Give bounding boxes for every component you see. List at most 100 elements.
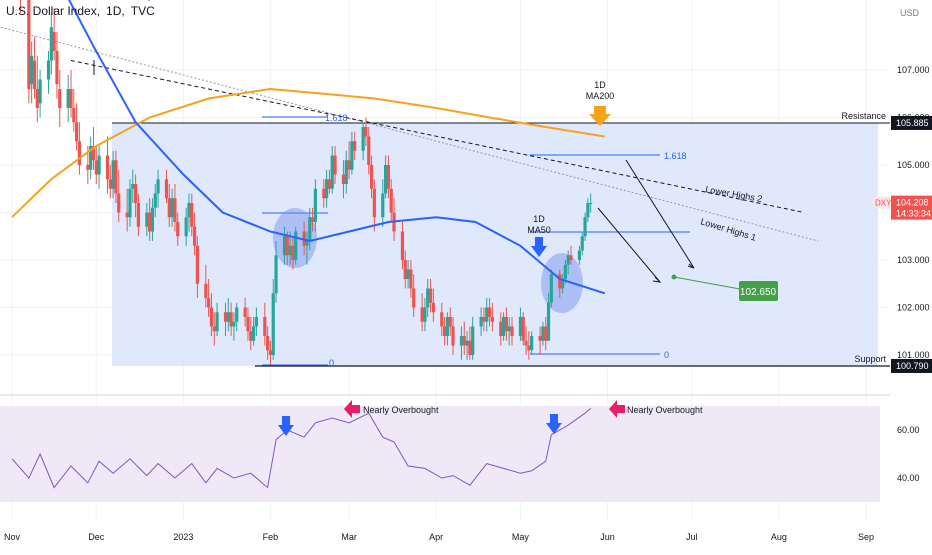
candle-body [195, 245, 199, 284]
candle-body [558, 274, 562, 289]
candle-body [150, 207, 155, 232]
channel-box [112, 123, 878, 366]
candle-body [330, 155, 334, 189]
candle-body [251, 326, 256, 341]
ma50-label-line1: 1D [533, 214, 545, 224]
lower-highs-2-line [70, 60, 805, 213]
symbol-name: U.S. Dollar Index, [6, 4, 101, 18]
candle-body [347, 160, 351, 170]
candle-body [215, 312, 219, 332]
candle-body [156, 179, 160, 194]
candle-body [589, 203, 593, 204]
candle-body [541, 326, 545, 341]
candle-body [190, 203, 194, 227]
candle-body [530, 336, 534, 351]
candle-body [580, 236, 584, 251]
candle-body [176, 222, 180, 237]
interval-label[interactable]: 1D, [106, 4, 125, 18]
overbought-label-1: Nearly Overbought [363, 405, 439, 415]
currency-label: USD [900, 8, 920, 18]
candle-body [544, 326, 548, 341]
last-symbol-tag [873, 196, 890, 209]
candle-body [524, 340, 528, 346]
candle-body [384, 165, 388, 194]
price-axis-bg [890, 0, 932, 550]
time-tick-label: 2023 [173, 532, 193, 542]
candle-body [577, 250, 582, 260]
rsi-pane [0, 406, 880, 502]
candle-body [521, 317, 525, 341]
ma50-down-arrow-icon [531, 237, 547, 257]
candle-body [471, 326, 475, 355]
candle-body [409, 269, 413, 289]
candle-body [403, 260, 407, 279]
projection-arrow-2 [625, 159, 695, 269]
last-symbol-text: DXY [875, 199, 892, 208]
time-tick-label: Jun [600, 532, 615, 542]
candle-body [369, 165, 374, 189]
candle-body [459, 336, 464, 346]
candle-body [32, 60, 37, 89]
resistance-value: 105.885 [896, 118, 929, 128]
rsi-tick-label: 60.00 [897, 425, 920, 435]
candle-body [145, 212, 149, 227]
candle-body [207, 298, 211, 308]
candle-body [263, 317, 267, 336]
candle-body [30, 55, 34, 85]
rsi-down-arrow-icon-may [546, 414, 562, 434]
candle-body [173, 198, 177, 222]
candle-body [133, 184, 138, 203]
rsi-band [0, 406, 880, 502]
candle-body [77, 141, 82, 165]
target-label: 102.650 [740, 287, 777, 298]
candle-body [246, 317, 250, 332]
candle-body [510, 326, 514, 336]
resistance-tag [891, 115, 932, 130]
candle-body [428, 288, 433, 303]
candles [19, 0, 593, 365]
candle-body [49, 27, 53, 61]
ma50-label-line2: MA50 [527, 225, 551, 235]
rsi-line [11, 408, 592, 489]
candle-body [35, 89, 39, 108]
time-tick-label: Mar [341, 532, 357, 542]
candle-body [294, 231, 298, 260]
candle-body [313, 188, 317, 222]
candle-body [271, 293, 275, 355]
candle-body [507, 326, 511, 332]
price-tick-label: 101.000 [897, 350, 930, 360]
candle-body [55, 51, 59, 85]
price-tick-label: 107.000 [897, 65, 930, 75]
candle-body [325, 179, 329, 199]
ma200-line [11, 87, 605, 218]
candle-body [204, 283, 208, 298]
candle-body [266, 336, 270, 351]
candle-body [367, 136, 371, 165]
candle-body [164, 179, 169, 199]
candle-body [333, 155, 337, 175]
candle-body [442, 326, 447, 336]
candle-body [341, 174, 346, 184]
candle-body [501, 317, 506, 336]
candle-body [426, 288, 430, 308]
candle-body [440, 312, 444, 327]
candle-body [27, 0, 31, 89]
candle-body [235, 307, 239, 322]
candle-body [226, 312, 230, 322]
ma200-label-line1: 1D [594, 80, 606, 90]
candle-body [389, 188, 393, 213]
candle-body [549, 274, 553, 303]
candle-body [423, 307, 427, 322]
candle-body [285, 236, 289, 256]
candle-body [563, 264, 567, 279]
candle-body [86, 165, 90, 170]
support-tag [891, 358, 932, 373]
candle-body [586, 203, 590, 218]
candle-body [212, 326, 216, 332]
candle-body [94, 160, 98, 175]
moving-averages [11, 0, 606, 295]
time-tick-label: Feb [263, 532, 279, 542]
price-tick-label: 102.000 [897, 303, 930, 313]
